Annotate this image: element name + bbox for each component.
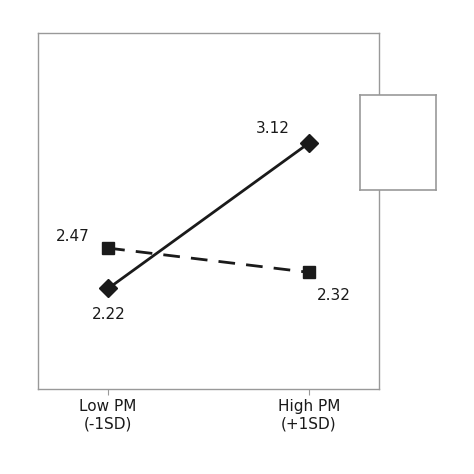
Text: 2.47: 2.47 — [55, 229, 89, 244]
Text: 2.32: 2.32 — [317, 288, 351, 303]
Text: 2.22: 2.22 — [91, 307, 125, 322]
Text: 3.12: 3.12 — [256, 121, 290, 137]
